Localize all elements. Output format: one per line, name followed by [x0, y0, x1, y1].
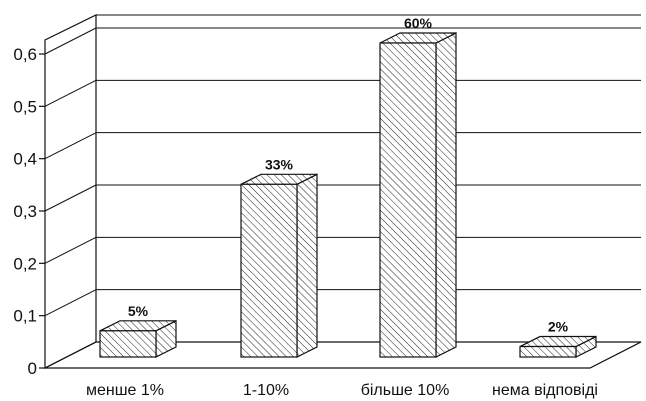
gridlines: [44, 14, 641, 317]
data-label: 60%: [404, 15, 433, 31]
gridline-diagonal: [44, 27, 97, 55]
y-tick-label: 0,2: [13, 254, 37, 273]
y-tick-label: 0,5: [13, 97, 37, 116]
category-label: 1-10%: [243, 382, 289, 399]
data-label: 33%: [265, 156, 294, 172]
gridline-diagonal: [44, 236, 97, 264]
y-tick-label: 0,1: [13, 307, 37, 326]
y-tick-label: 0,6: [13, 45, 37, 64]
bar-face: [379, 42, 437, 358]
gridline-diagonal: [44, 132, 97, 160]
category-label: більше 10%: [361, 382, 450, 399]
y-tick-label: 0: [28, 359, 37, 378]
y-tick-label: 0,3: [13, 202, 37, 221]
data-label: 2%: [548, 319, 569, 335]
x-axis-categories: менше 1% 1-10% більше 10% нема відповіді: [86, 382, 598, 399]
category-label: нема відповіді: [492, 382, 598, 399]
y-axis-ticks: 0 0,1 0,2 0,3 0,4 0,5 0,6: [13, 45, 45, 378]
bar-face: [99, 330, 157, 358]
gridline-diagonal: [44, 184, 97, 212]
category-label: менше 1%: [86, 382, 164, 399]
data-label: 5%: [128, 303, 149, 319]
y-tick-label: 0,4: [13, 150, 37, 169]
bar-face: [240, 183, 298, 358]
bar-side: [435, 32, 457, 358]
left-wall: [44, 14, 97, 369]
bar: 60%: [379, 15, 457, 358]
chart-frame: [44, 14, 642, 369]
gridline-diagonal: [44, 289, 97, 317]
bar: 5%: [99, 303, 177, 358]
bar-face: [519, 345, 577, 358]
bar-side: [296, 173, 318, 358]
floor: [44, 341, 642, 369]
bar: 33%: [240, 156, 318, 358]
bars: 5% 33% 60% 2%: [99, 15, 597, 358]
bar: 2%: [519, 319, 597, 358]
gridline-diagonal: [44, 79, 97, 107]
